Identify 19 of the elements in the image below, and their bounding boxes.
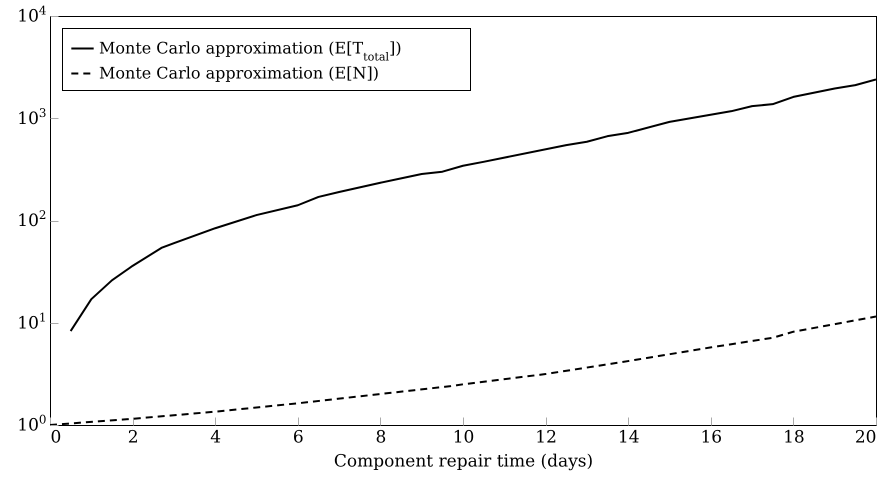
x-tick-label: 8 xyxy=(375,428,386,448)
x-tick-label: 16 xyxy=(700,428,722,448)
x-tick-label: 18 xyxy=(783,428,805,448)
y-tick-label: 10$^{0}$ xyxy=(17,412,46,436)
x-axis-title: Component repair time (days) xyxy=(334,452,594,472)
y-tick-label: 10$^{3}$ xyxy=(17,106,46,129)
y-tick-label: 10$^{1}$ xyxy=(17,310,46,334)
x-tick-label: 0 xyxy=(50,428,62,448)
x-tick-label: 14 xyxy=(618,428,640,448)
x-tick-label: 4 xyxy=(210,428,222,448)
x-tick-label: 10 xyxy=(452,428,474,448)
legend-label: Monte Carlo approximation (E[T$_{total}$]) xyxy=(99,38,402,63)
x-tick-label: 6 xyxy=(292,428,304,448)
x-tick-label: 20 xyxy=(854,428,876,448)
legend-label: Monte Carlo approximation (E[N]) xyxy=(99,64,379,82)
y-tick-label: 10$^{2}$ xyxy=(17,208,46,231)
x-tick-label: 2 xyxy=(128,428,139,448)
x-tick-label: 12 xyxy=(535,428,557,448)
y-tick-label: 10$^{4}$ xyxy=(17,4,46,26)
